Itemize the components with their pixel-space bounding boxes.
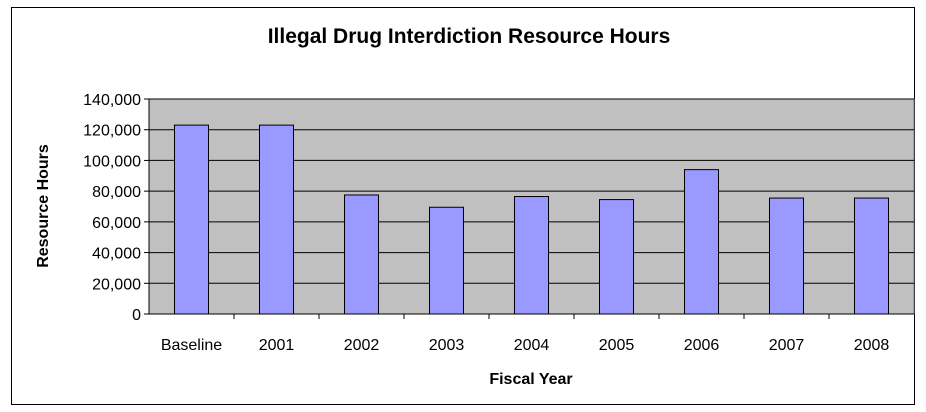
x-axis-ticks: Baseline 2001 2002 2003 2004 2005 2006 2007 2008 [161,314,890,354]
y-tick-label: 20,000 [92,276,141,293]
bar [599,199,634,315]
x-tick-label: 2007 [769,337,805,354]
bar [174,124,209,315]
x-tick-label: 2003 [429,337,465,354]
x-tick-label: 2008 [854,337,890,354]
y-tick-label: 140,000 [83,92,141,109]
bar [854,197,889,315]
x-tick-label: 2004 [514,337,550,354]
x-tick-label: Baseline [161,337,222,354]
y-tick-label: 100,000 [83,153,141,170]
bar [514,196,549,315]
x-axis-title: Fiscal Year [489,371,572,388]
y-tick-label: 80,000 [92,184,141,201]
bars [174,124,889,315]
bar [769,197,804,315]
x-tick-label: 2005 [599,337,635,354]
y-tick-label: 0 [132,307,141,324]
y-tick-label: 120,000 [83,123,141,140]
y-tick-label: 60,000 [92,215,141,232]
x-tick-label: 2002 [344,337,380,354]
y-axis-ticks: 0 20,000 40,000 60,000 80,000 100,000 120,000 1… [83,92,149,324]
x-tick-label: 2001 [259,337,295,354]
x-tick-label: 2006 [684,337,720,354]
bar [684,169,719,315]
y-tick-label: 40,000 [92,246,141,263]
bar [429,206,464,315]
bar [344,194,379,315]
bar [259,124,294,315]
y-axis-title: Resource Hours [35,144,52,268]
chart-title: Illegal Drug Interdiction Resource Hours [268,25,671,48]
